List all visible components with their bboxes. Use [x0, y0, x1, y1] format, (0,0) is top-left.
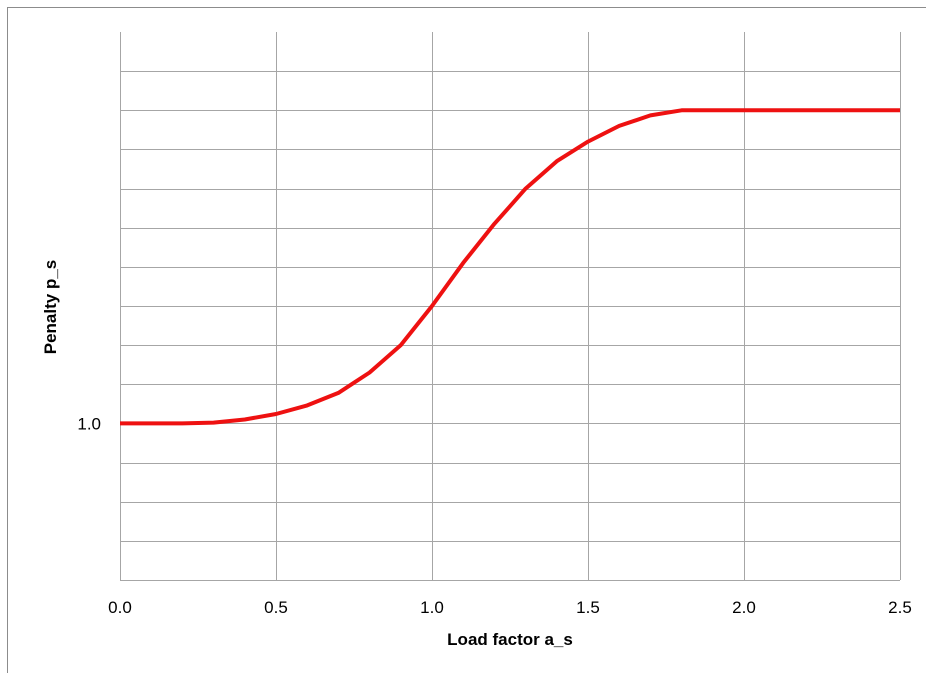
series-line [120, 108, 900, 426]
data-series [120, 108, 900, 426]
y-tick-labels: 1.0 [77, 414, 101, 433]
x-tick-label: 1.5 [576, 598, 600, 617]
grid-lines [120, 32, 901, 581]
x-tick-label: 2.0 [732, 598, 756, 617]
x-tick-label: 1.0 [420, 598, 444, 617]
y-tick-label: 1.0 [77, 414, 101, 433]
x-tick-label: 2.5 [888, 598, 912, 617]
x-tick-label: 0.0 [108, 598, 132, 617]
x-axis-title: Load factor a_s [447, 630, 573, 649]
x-tick-labels: 0.0 0.5 1.0 1.5 2.0 2.5 [108, 598, 912, 617]
x-tick-label: 0.5 [264, 598, 288, 617]
y-axis-title: Penalty p_s [41, 260, 60, 355]
